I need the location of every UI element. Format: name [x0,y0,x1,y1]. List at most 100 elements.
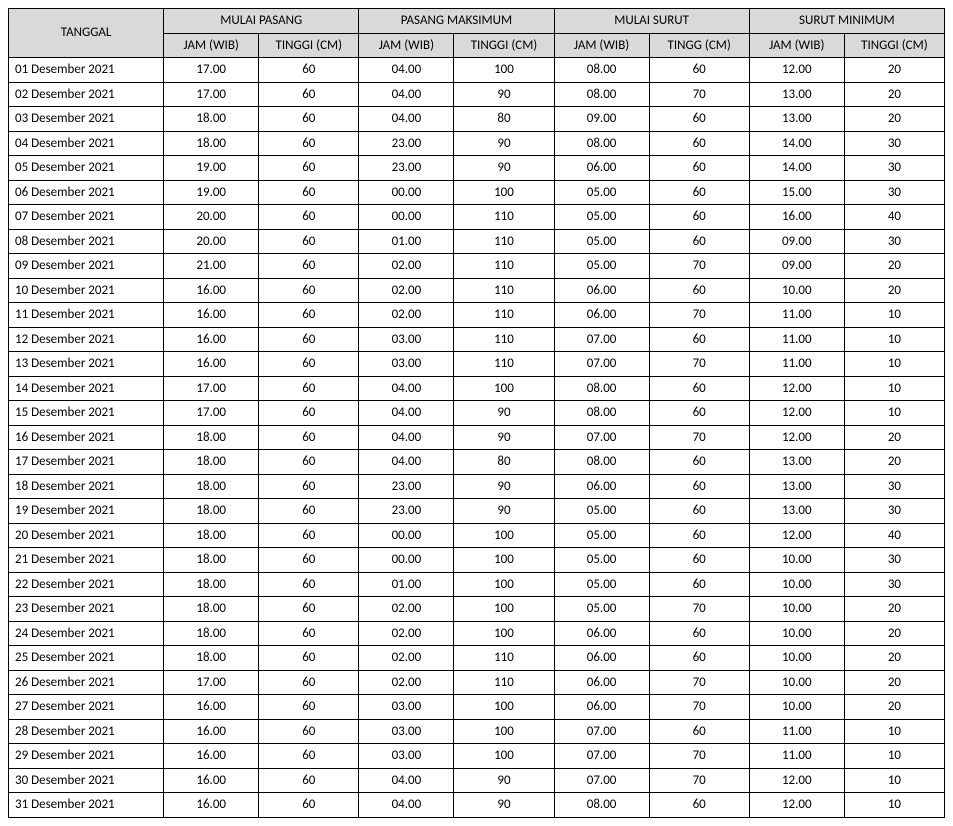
cell-value: 110 [454,205,554,230]
cell-value: 60 [259,572,359,597]
cell-value: 06.00 [554,695,649,720]
cell-date: 28 Desember 2021 [9,719,164,744]
cell-value: 12.00 [749,523,844,548]
cell-value: 08.00 [554,131,649,156]
cell-value: 06.00 [554,303,649,328]
cell-value: 20 [844,670,944,695]
cell-value: 60 [259,376,359,401]
cell-value: 60 [259,327,359,352]
cell-value: 80 [454,107,554,132]
cell-date: 22 Desember 2021 [9,572,164,597]
cell-value: 20 [844,278,944,303]
table-row: 18 Desember 202118.006023.009006.006013.… [9,474,945,499]
cell-value: 60 [649,450,749,475]
cell-value: 30 [844,548,944,573]
cell-value: 60 [259,303,359,328]
cell-value: 10 [844,352,944,377]
cell-value: 03.00 [359,695,454,720]
table-row: 20 Desember 202118.006000.0010005.006012… [9,523,945,548]
header-group-pasang-maksimum: PASANG MAKSIMUM [359,9,554,34]
cell-value: 13.00 [749,474,844,499]
cell-value: 13.00 [749,499,844,524]
cell-value: 60 [259,719,359,744]
table-row: 30 Desember 202116.006004.009007.007012.… [9,768,945,793]
cell-value: 11.00 [749,719,844,744]
cell-value: 60 [649,499,749,524]
cell-value: 60 [649,180,749,205]
cell-value: 04.00 [359,425,454,450]
cell-value: 60 [649,278,749,303]
cell-value: 09.00 [554,107,649,132]
cell-value: 00.00 [359,180,454,205]
cell-value: 30 [844,180,944,205]
cell-value: 90 [454,793,554,818]
cell-date: 25 Desember 2021 [9,646,164,671]
cell-value: 100 [454,572,554,597]
cell-value: 16.00 [164,695,259,720]
cell-value: 23.00 [359,499,454,524]
subheader-tinggi: TINGG (CM) [649,33,749,58]
subheader-tinggi: TINGGI (CM) [259,33,359,58]
header-tanggal: TANGGAL [9,9,164,58]
cell-value: 60 [649,401,749,426]
cell-value: 30 [844,131,944,156]
cell-value: 02.00 [359,621,454,646]
table-row: 16 Desember 202118.006004.009007.007012.… [9,425,945,450]
cell-value: 60 [649,131,749,156]
cell-date: 03 Desember 2021 [9,107,164,132]
cell-value: 110 [454,278,554,303]
cell-value: 07.00 [554,719,649,744]
cell-value: 110 [454,646,554,671]
cell-value: 70 [649,744,749,769]
header-group-mulai-pasang: MULAI PASANG [164,9,359,34]
cell-value: 18.00 [164,131,259,156]
cell-value: 60 [649,523,749,548]
cell-date: 23 Desember 2021 [9,597,164,622]
cell-value: 60 [259,156,359,181]
cell-date: 14 Desember 2021 [9,376,164,401]
cell-value: 20 [844,425,944,450]
table-body: 01 Desember 202117.006004.0010008.006012… [9,58,945,818]
cell-value: 10 [844,793,944,818]
cell-date: 27 Desember 2021 [9,695,164,720]
table-row: 26 Desember 202117.006002.0011006.007010… [9,670,945,695]
cell-value: 10 [844,744,944,769]
cell-value: 70 [649,425,749,450]
cell-date: 09 Desember 2021 [9,254,164,279]
subheader-jam: JAM (WIB) [359,33,454,58]
cell-value: 30 [844,156,944,181]
table-row: 12 Desember 202116.006003.0011007.006011… [9,327,945,352]
header-group-mulai-surut: MULAI SURUT [554,9,749,34]
cell-date: 30 Desember 2021 [9,768,164,793]
cell-value: 60 [259,499,359,524]
table-row: 23 Desember 202118.006002.0010005.007010… [9,597,945,622]
cell-value: 05.00 [554,180,649,205]
cell-date: 13 Desember 2021 [9,352,164,377]
cell-value: 90 [454,82,554,107]
cell-value: 20.00 [164,229,259,254]
cell-value: 30 [844,572,944,597]
cell-value: 60 [649,229,749,254]
cell-value: 20 [844,82,944,107]
cell-value: 10 [844,719,944,744]
cell-value: 60 [649,793,749,818]
cell-value: 60 [259,670,359,695]
cell-value: 90 [454,131,554,156]
cell-value: 70 [649,352,749,377]
cell-value: 13.00 [749,107,844,132]
cell-value: 60 [259,646,359,671]
table-row: 08 Desember 202120.006001.0011005.006009… [9,229,945,254]
cell-value: 02.00 [359,646,454,671]
cell-value: 20 [844,621,944,646]
cell-value: 90 [454,425,554,450]
cell-date: 29 Desember 2021 [9,744,164,769]
cell-value: 70 [649,768,749,793]
cell-date: 15 Desember 2021 [9,401,164,426]
cell-value: 20 [844,58,944,83]
cell-value: 05.00 [554,572,649,597]
cell-value: 18.00 [164,450,259,475]
cell-value: 40 [844,523,944,548]
cell-value: 11.00 [749,744,844,769]
cell-value: 20 [844,254,944,279]
table-row: 29 Desember 202116.006003.0010007.007011… [9,744,945,769]
